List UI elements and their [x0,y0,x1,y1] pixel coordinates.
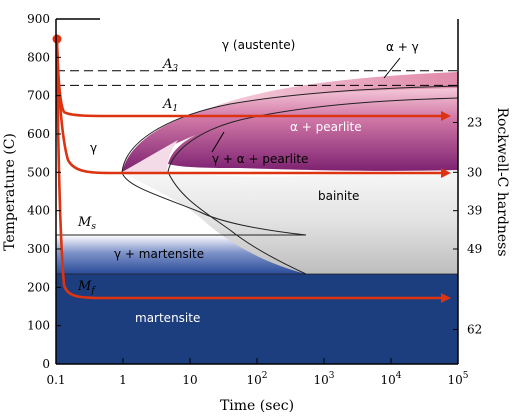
y-tick-label: 100 [27,319,50,333]
cooling-paths [52,34,451,303]
cooling-path-martensite [55,38,451,303]
alpha-gamma-pointer [383,57,401,79]
x-tick-label: 105 [447,371,468,387]
hardness-tick-label: 23 [467,116,482,130]
y-tick-label: 500 [27,165,50,179]
x-tick-label: 102 [246,371,267,387]
label-a3: A3 [162,57,178,74]
label-austenite: γ (austente) [222,38,295,52]
hardness-tick-label: 62 [467,323,482,337]
x-tick-label: 104 [380,371,401,387]
label-a1: A1 [162,97,178,114]
label-ms: Ms [77,215,96,232]
x-axis-title: Time (sec) [220,398,294,414]
y-axis-title: Temperature (C) [2,133,18,251]
label-gamma: γ [90,141,97,155]
x-tick-label: 10 [182,373,197,387]
label-bainite: bainite [318,189,359,203]
x-tick-group: 0.1 1 10 102 103 104 105 [46,358,469,387]
label-alpha-pearlite: α + pearlite [290,120,362,134]
y-tick-group: 0 100 200 300 400 500 600 700 800 900 [27,12,61,371]
y-tick-label: 700 [27,89,50,103]
cooling-start-point [52,34,62,44]
label-mf: Mf [77,279,96,296]
y-tick-label: 400 [27,204,50,218]
gap-pointer [211,131,225,153]
x-tick-label: 1 [119,373,127,387]
x-tick-label: 103 [313,371,334,387]
bainite-region [122,170,458,274]
transformation-finish-curve [167,97,459,275]
martensite-region [56,274,458,364]
label-alpha-gamma: α + γ [386,40,419,54]
y-tick-label: 900 [27,12,50,26]
label-gamma-martensite: γ + martensite [114,247,204,261]
y-tick-label: 600 [27,127,50,141]
y-tick-label: 200 [27,280,50,294]
hardness-tick-label: 30 [467,165,482,179]
label-gamma-alpha-pearlite: γ + α + pearlite [212,152,308,166]
right-axis-title: Rockwell-C hardness [494,107,510,256]
y-tick-label: 300 [27,242,50,256]
y-tick-label: 800 [27,50,50,64]
hardness-tick-label: 39 [467,204,482,218]
hardness-tick-label: 49 [467,242,482,256]
hardness-tick-group: 23 30 39 49 62 [453,116,482,337]
pearlite-nose-white [122,140,178,172]
transformation-start-curve [121,85,459,236]
x-tick-label: 0.1 [46,373,65,387]
y-tick-label: 0 [42,357,50,371]
label-martensite: martensite [135,311,200,325]
pearlite-region [122,88,458,172]
